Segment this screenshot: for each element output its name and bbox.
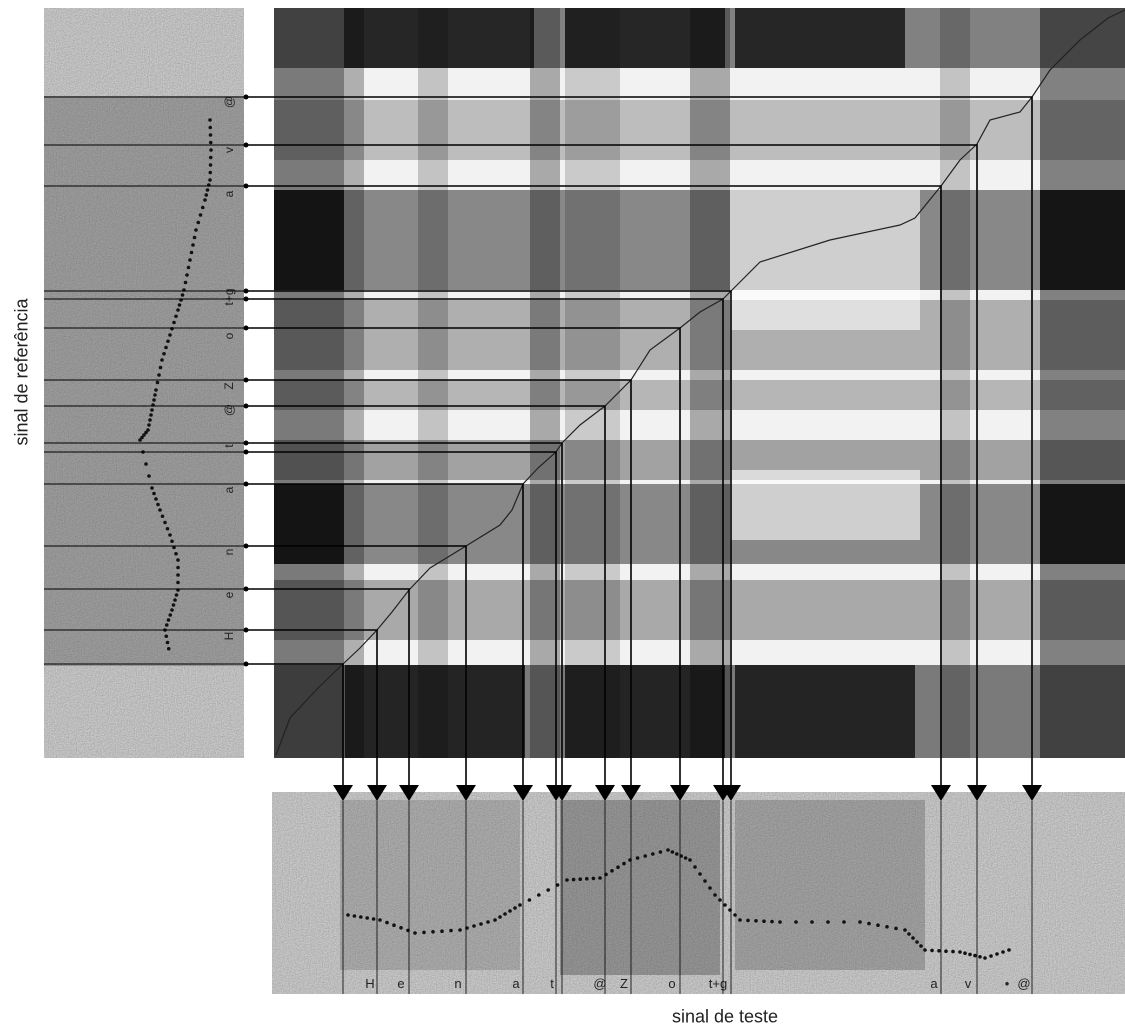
alignment-connector [44, 543, 476, 994]
alignment-connector [44, 94, 1042, 994]
alignment-connector [44, 142, 987, 994]
reference-phone-labels: @ v a t+g o Z @ t a n e H [222, 96, 236, 640]
reference-pitch-contour [138, 118, 213, 651]
alignment-connector [44, 661, 353, 994]
alignment-connector [44, 481, 533, 994]
alignment-connector [44, 296, 733, 994]
test-phone-label: v [965, 976, 972, 991]
test-phone-label: e [397, 976, 404, 991]
reference-phone-label: n [222, 549, 236, 556]
alignment-connector [44, 627, 387, 994]
alignment-connectors [44, 94, 1042, 994]
alignment-connector [44, 288, 741, 994]
reference-phone-label: H [222, 632, 236, 641]
reference-phone-label: a [222, 190, 236, 197]
test-axis-title: sinal de teste [671, 1006, 779, 1027]
alignment-connector [44, 377, 641, 994]
test-phone-label: n [454, 976, 461, 991]
reference-phone-label: o [222, 332, 236, 339]
test-phone-label: o [668, 976, 675, 991]
test-phone-label: a [930, 976, 938, 991]
test-phone-label: • [1005, 976, 1010, 991]
test-phone-label: t+g [709, 976, 727, 991]
test-phone-label: t [550, 976, 554, 991]
test-phone-label: H [365, 976, 374, 991]
reference-phone-label: t+g [222, 288, 236, 305]
reference-phone-label: Z [222, 382, 236, 389]
test-phone-label: @ [593, 976, 606, 991]
reference-phone-label: @ [222, 404, 236, 416]
reference-phone-label: e [222, 591, 236, 598]
reference-spectrogram: @ v a t+g o Z @ t a n e H [44, 8, 244, 758]
reference-phone-label: @ [222, 96, 236, 108]
reference-axis-title: sinal de referência [11, 298, 32, 446]
reference-phone-label: a [222, 486, 236, 493]
test-phone-label: a [512, 976, 520, 991]
distance-matrix [274, 8, 1125, 758]
alignment-connector [44, 403, 615, 994]
reference-phone-label: t [222, 444, 236, 448]
warping-path [275, 9, 1125, 756]
alignment-connector [44, 325, 690, 994]
alignment-connector [44, 449, 566, 994]
alignment-connector [44, 586, 419, 994]
reference-phone-label: v [222, 147, 236, 153]
alignment-connector [44, 183, 951, 994]
test-phone-label: Z [620, 976, 628, 991]
test-phone-label: @ [1017, 976, 1030, 991]
